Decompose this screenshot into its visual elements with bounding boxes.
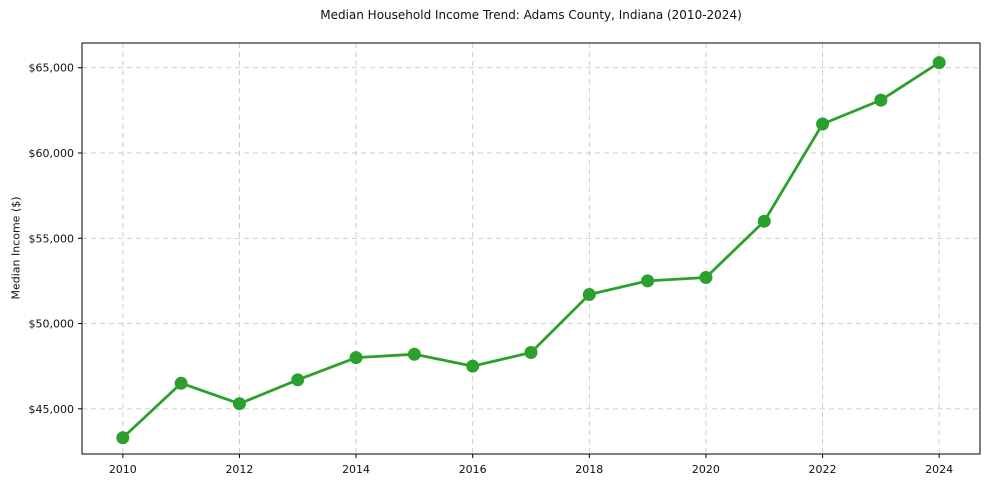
y-axis-label: Median Income ($)	[9, 196, 23, 300]
data-point	[699, 270, 713, 284]
data-point	[757, 214, 771, 228]
x-tick-label: 2010	[109, 463, 137, 476]
data-point	[932, 56, 946, 70]
data-point	[466, 359, 480, 373]
data-point	[874, 93, 888, 107]
y-tick-label: $50,000	[29, 318, 75, 331]
y-tick-label: $55,000	[29, 232, 75, 245]
data-point	[291, 373, 305, 387]
data-point	[582, 288, 596, 302]
x-tick-label: 2014	[342, 463, 370, 476]
data-point	[524, 346, 538, 360]
y-tick-label: $45,000	[29, 403, 75, 416]
x-tick-label: 2012	[225, 463, 253, 476]
data-point	[816, 117, 830, 131]
x-tick-label: 2020	[692, 463, 720, 476]
x-tick-label: 2022	[809, 463, 837, 476]
x-tick-label: 2018	[575, 463, 603, 476]
data-line	[121, 61, 941, 440]
data-point	[349, 351, 363, 365]
axes-frame	[81, 42, 981, 455]
y-tick-label: $65,000	[29, 62, 75, 75]
data-point	[407, 347, 421, 361]
y-tick-label: $60,000	[29, 147, 75, 160]
x-tick-label: 2024	[925, 463, 953, 476]
chart-title: Median Household Income Trend: Adams Cou…	[320, 8, 742, 22]
data-point	[641, 274, 655, 288]
x-tick-label: 2016	[459, 463, 487, 476]
data-point	[174, 376, 188, 390]
data-point	[232, 397, 246, 411]
data-point	[116, 431, 130, 445]
